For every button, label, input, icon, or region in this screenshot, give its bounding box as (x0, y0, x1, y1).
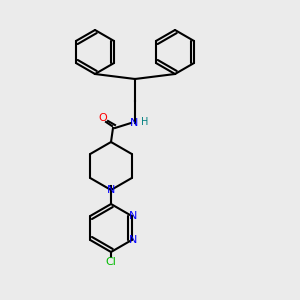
Text: N: N (130, 118, 138, 128)
Text: Cl: Cl (106, 257, 116, 267)
Text: N: N (129, 235, 137, 245)
Text: N: N (107, 185, 115, 195)
Text: H: H (141, 117, 149, 127)
Text: O: O (99, 113, 107, 123)
Text: N: N (129, 211, 137, 221)
